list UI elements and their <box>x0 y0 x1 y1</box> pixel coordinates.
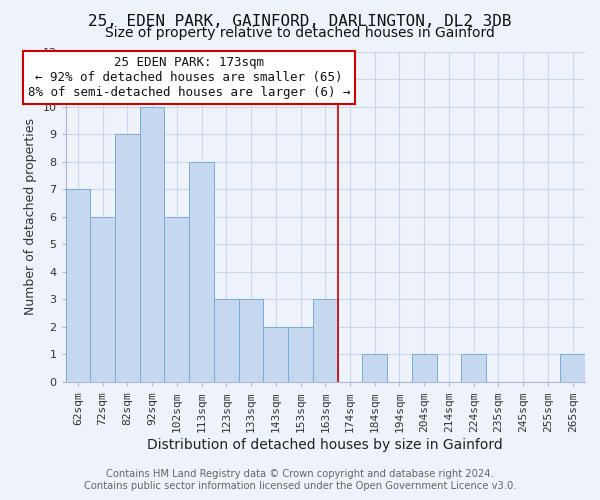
Bar <box>313 300 338 382</box>
Bar <box>461 354 486 382</box>
Text: 25 EDEN PARK: 173sqm
← 92% of detached houses are smaller (65)
8% of semi-detach: 25 EDEN PARK: 173sqm ← 92% of detached h… <box>28 56 350 98</box>
Bar <box>560 354 585 382</box>
Y-axis label: Number of detached properties: Number of detached properties <box>24 118 37 316</box>
Bar <box>115 134 140 382</box>
Bar <box>362 354 387 382</box>
Bar <box>412 354 437 382</box>
Bar <box>90 217 115 382</box>
Text: 25, EDEN PARK, GAINFORD, DARLINGTON, DL2 3DB: 25, EDEN PARK, GAINFORD, DARLINGTON, DL2… <box>88 14 512 29</box>
Bar <box>263 327 288 382</box>
Bar <box>239 300 263 382</box>
Bar <box>189 162 214 382</box>
Text: Contains HM Land Registry data © Crown copyright and database right 2024.
Contai: Contains HM Land Registry data © Crown c… <box>84 470 516 491</box>
Text: Size of property relative to detached houses in Gainford: Size of property relative to detached ho… <box>105 26 495 40</box>
Bar <box>288 327 313 382</box>
Bar <box>65 189 90 382</box>
X-axis label: Distribution of detached houses by size in Gainford: Distribution of detached houses by size … <box>148 438 503 452</box>
Bar <box>140 106 164 382</box>
Bar <box>214 300 239 382</box>
Bar <box>164 217 189 382</box>
